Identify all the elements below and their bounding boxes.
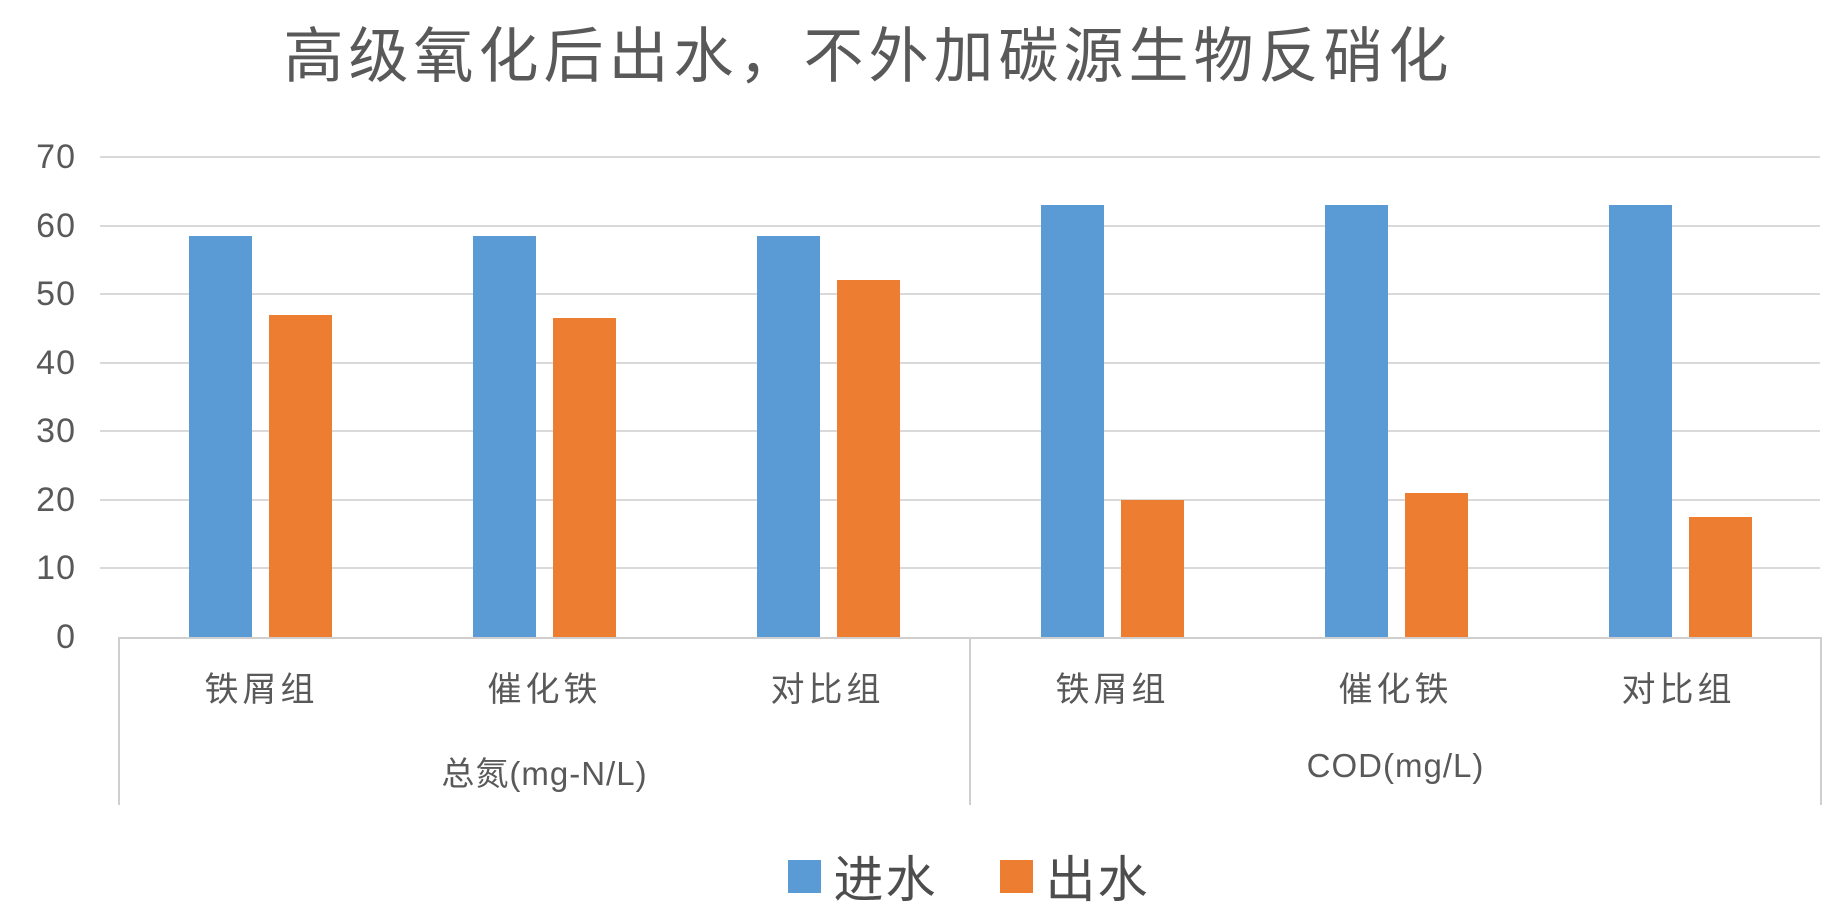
bar-effluent <box>1688 517 1752 637</box>
category-label: 催化铁 <box>1338 670 1453 709</box>
category-label: 铁屑组 <box>1055 670 1170 709</box>
category-slot <box>1538 157 1822 637</box>
y-tick-label: 70 <box>36 138 76 176</box>
y-tick-label: 30 <box>36 412 76 451</box>
category-row: 铁屑组 催化铁 对比组 <box>120 639 969 725</box>
category-slot <box>1254 157 1538 637</box>
y-tick-label: 20 <box>36 480 76 519</box>
bar-influent <box>188 235 252 637</box>
gridline <box>100 156 1820 158</box>
category-slot <box>686 157 970 637</box>
legend-item: 进水 <box>787 840 938 912</box>
gridline <box>100 430 1820 433</box>
bar-influent <box>1608 205 1672 637</box>
bars-layer <box>118 157 1822 637</box>
bar-influent <box>472 235 536 637</box>
gridline <box>100 361 1820 364</box>
category-row: 铁屑组 催化铁 对比组 <box>971 639 1820 725</box>
category-label: 催化铁 <box>487 670 602 709</box>
group-label: 总氮(mg-N/L) <box>441 755 648 792</box>
legend-label: 进水 <box>833 852 938 908</box>
axis-group-section: 铁屑组 催化铁 对比组 COD(mg/L) <box>969 639 1822 805</box>
category-slot <box>402 157 686 637</box>
plot-area <box>100 156 1820 637</box>
bar-effluent <box>268 314 332 637</box>
y-tick-label: 10 <box>36 549 76 588</box>
group-label: COD(mg/L) <box>1306 747 1485 784</box>
gridline <box>100 567 1820 570</box>
chart-title: 高级氧化后出水，不外加碳源生物反硝化 <box>283 23 1454 90</box>
category-axis: 铁屑组 催化铁 对比组总氮(mg-N/L) 铁屑组 催化铁 对比组 COD(mg/L) <box>118 637 1822 805</box>
category-label: 对比组 <box>1621 670 1736 709</box>
legend-swatch-icon <box>999 859 1033 893</box>
y-tick-label: 60 <box>36 206 76 245</box>
gridline <box>100 224 1820 227</box>
bar-influent <box>756 235 820 637</box>
legend-item: 出水 <box>999 840 1150 912</box>
legend-swatch-icon <box>787 859 821 893</box>
bar-influent <box>1324 205 1388 637</box>
bar-effluent <box>1120 499 1184 637</box>
category-label: 对比组 <box>770 670 885 709</box>
y-tick-label: 50 <box>36 275 76 314</box>
bar-effluent <box>552 318 616 637</box>
category-slot <box>118 157 402 637</box>
gridline <box>100 293 1820 296</box>
bar-effluent <box>1404 493 1468 637</box>
y-axis: 70 60 50 40 30 20 10 0 <box>0 138 76 656</box>
bar-influent <box>1040 205 1104 637</box>
legend: 进水 出水 <box>50 840 1837 912</box>
category-label: 铁屑组 <box>204 670 319 709</box>
category-slot <box>970 157 1254 637</box>
legend-label: 出水 <box>1045 852 1150 908</box>
gridline <box>100 498 1820 501</box>
axis-group-section: 铁屑组 催化铁 对比组总氮(mg-N/L) <box>118 639 969 805</box>
bar-effluent <box>836 280 900 637</box>
y-tick-label: 0 <box>56 618 76 656</box>
y-tick-label: 40 <box>36 343 76 382</box>
